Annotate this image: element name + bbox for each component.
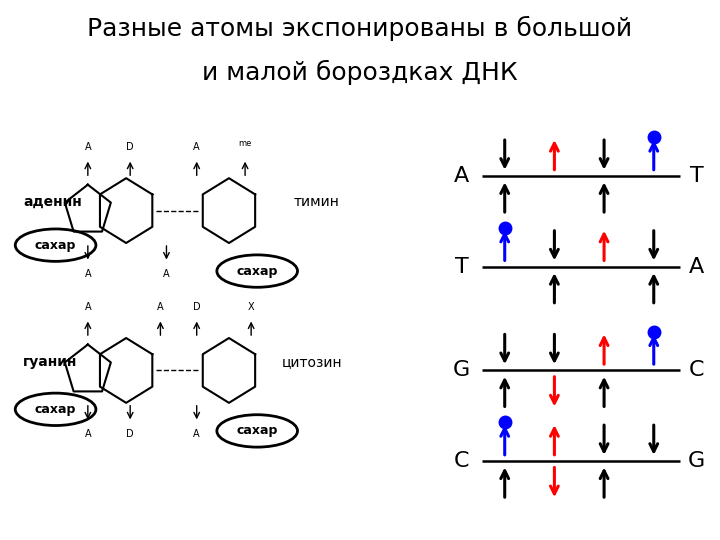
Text: A: A bbox=[163, 269, 170, 279]
Text: сахар: сахар bbox=[236, 265, 278, 278]
Text: A: A bbox=[84, 302, 91, 312]
Text: D: D bbox=[193, 302, 200, 312]
Text: A: A bbox=[84, 142, 91, 152]
Text: C: C bbox=[689, 360, 705, 381]
Text: A: A bbox=[194, 429, 200, 439]
Text: и малой бороздках ДНК: и малой бороздках ДНК bbox=[202, 59, 518, 85]
Text: D: D bbox=[127, 429, 134, 439]
Text: гуанин: гуанин bbox=[23, 355, 78, 369]
Text: A: A bbox=[157, 302, 163, 312]
Text: A: A bbox=[454, 166, 469, 186]
Text: T: T bbox=[690, 166, 703, 186]
Text: T: T bbox=[455, 256, 469, 277]
Text: сахар: сахар bbox=[35, 403, 76, 416]
Text: A: A bbox=[84, 429, 91, 439]
Text: G: G bbox=[453, 360, 470, 381]
Text: цитозин: цитозин bbox=[282, 355, 342, 369]
Text: D: D bbox=[127, 142, 134, 152]
Text: me: me bbox=[238, 139, 252, 148]
Text: G: G bbox=[688, 451, 706, 471]
Text: аденин: аденин bbox=[23, 195, 82, 209]
Text: A: A bbox=[689, 256, 704, 277]
Text: тимин: тимин bbox=[294, 195, 339, 209]
Text: Разные атомы экспонированы в большой: Разные атомы экспонированы в большой bbox=[87, 16, 633, 42]
Text: сахар: сахар bbox=[35, 239, 76, 252]
Text: A: A bbox=[194, 142, 200, 152]
Text: X: X bbox=[248, 302, 254, 312]
Text: C: C bbox=[454, 451, 469, 471]
Text: A: A bbox=[84, 269, 91, 279]
Text: сахар: сахар bbox=[236, 424, 278, 437]
